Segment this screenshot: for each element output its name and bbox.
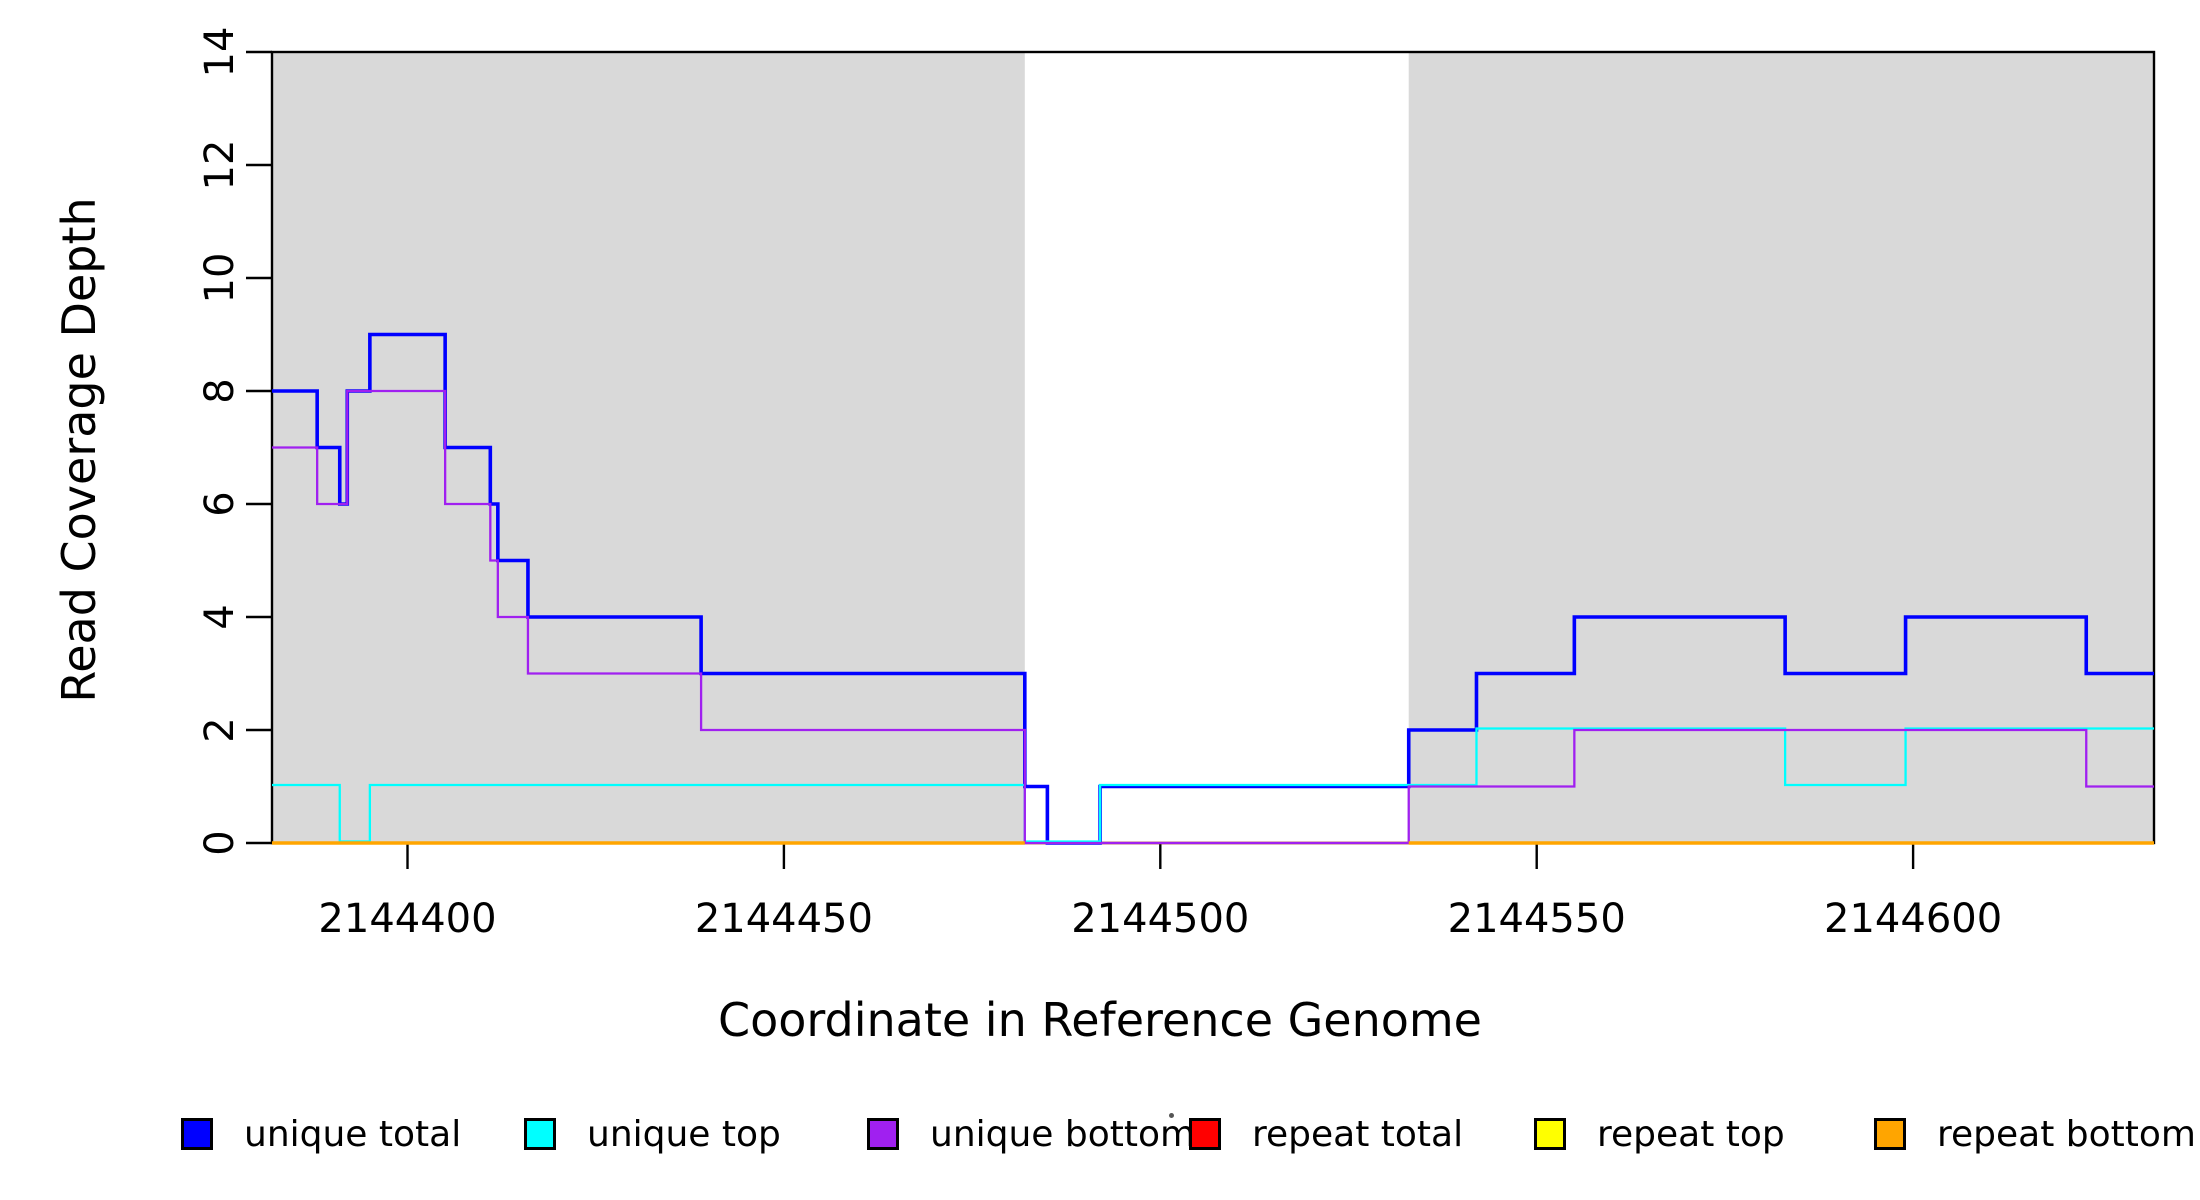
x-tick-label: 2144400 bbox=[318, 896, 496, 942]
legend-swatch-unique-bottom bbox=[867, 1118, 899, 1150]
y-axis-title: Read Coverage Depth bbox=[52, 197, 106, 703]
legend-item-unique-top: unique top bbox=[524, 1114, 781, 1155]
legend-swatch-repeat-bottom bbox=[1874, 1118, 1906, 1150]
x-tick-label: 2144600 bbox=[1824, 896, 2002, 942]
legend-label: repeat total bbox=[1252, 1113, 1464, 1155]
legend-swatch-repeat-top bbox=[1534, 1118, 1566, 1150]
legend-swatch-unique-total bbox=[181, 1118, 213, 1150]
stray-dot bbox=[1169, 1113, 1174, 1118]
legend-item-unique-bottom: unique bottom bbox=[867, 1114, 1195, 1155]
shaded-region bbox=[272, 52, 1025, 843]
legend-label: unique top bbox=[587, 1113, 781, 1155]
y-tick-label: 14 bbox=[197, 27, 243, 78]
series-line-unique-bottom bbox=[272, 389, 2154, 845]
legend-label: repeat top bbox=[1597, 1113, 1785, 1155]
x-axis-title: Coordinate in Reference Genome bbox=[718, 993, 1482, 1047]
legend-swatch-unique-top bbox=[524, 1118, 556, 1150]
x-tick-label: 2144550 bbox=[1448, 896, 1626, 942]
y-tick-label: 4 bbox=[197, 604, 243, 629]
legend-item-repeat-bottom: repeat bottom bbox=[1874, 1114, 2196, 1155]
legend-item-repeat-total: repeat total bbox=[1189, 1114, 1463, 1155]
y-tick-label: 12 bbox=[197, 140, 243, 191]
x-tick-label: 2144450 bbox=[695, 896, 873, 942]
y-tick-label: 6 bbox=[197, 491, 243, 516]
y-tick-label: 8 bbox=[197, 378, 243, 403]
legend-item-repeat-top: repeat top bbox=[1534, 1114, 1785, 1155]
legend-item-unique-total: unique total bbox=[181, 1114, 461, 1155]
legend-label: repeat bottom bbox=[1937, 1113, 2196, 1155]
x-tick-label: 2144500 bbox=[1071, 896, 1249, 942]
legend-label: unique total bbox=[244, 1113, 462, 1155]
y-tick-label: 10 bbox=[197, 253, 243, 304]
shaded-region bbox=[1408, 52, 2154, 843]
legend-swatch-repeat-total bbox=[1189, 1118, 1221, 1150]
y-tick-label: 0 bbox=[197, 830, 243, 855]
y-tick-label: 2 bbox=[197, 717, 243, 742]
legend-label: unique bottom bbox=[930, 1113, 1196, 1155]
